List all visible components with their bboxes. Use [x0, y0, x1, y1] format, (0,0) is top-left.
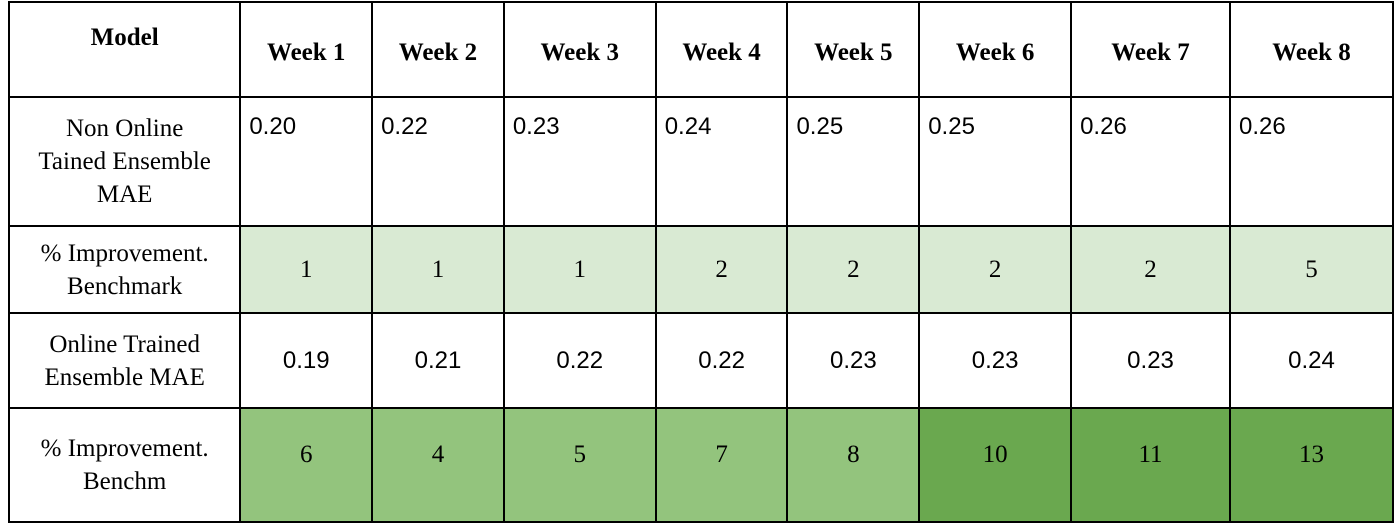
- cell-value: 0.23: [502, 96, 657, 227]
- cell-value: 0.21: [371, 312, 505, 409]
- cell-value: 0.22: [502, 312, 657, 409]
- cell-value: 0.24: [1228, 312, 1395, 409]
- cell-value: 0.23: [918, 312, 1073, 409]
- header-week-7: Week 7: [1070, 1, 1231, 98]
- cell-value: 5: [502, 407, 657, 523]
- cell-value: 6: [239, 407, 374, 523]
- cell-value: 11: [1070, 407, 1231, 523]
- cell-value: 13: [1228, 407, 1395, 523]
- row-label-line: Benchmark: [67, 272, 183, 300]
- row-improvement-benchm: % Improvement. Benchm 6 4 5 7 8 10 11 13: [7, 407, 1395, 523]
- header-week-8: Week 8: [1228, 1, 1395, 98]
- header-week-3: Week 3: [502, 1, 657, 98]
- row-label-line: % Improvement.: [40, 435, 209, 462]
- row-label: % Improvement. Benchm: [7, 407, 242, 523]
- row-label-line: Tained Ensemble: [38, 148, 211, 175]
- cell-value: 7: [654, 407, 789, 523]
- row-label-line: % Improvement.: [40, 239, 209, 267]
- header-week-4: Week 4: [654, 1, 789, 98]
- cell-value: 0.26: [1228, 96, 1395, 227]
- header-week-2: Week 2: [371, 1, 505, 98]
- cell-value: 1: [502, 225, 657, 314]
- cell-value: 1: [239, 225, 374, 314]
- row-label: % Improvement. Benchmark: [7, 225, 242, 314]
- cell-value: 0.25: [918, 96, 1073, 227]
- cell-value: 0.19: [239, 312, 374, 409]
- row-label-line: Non Online: [65, 115, 184, 142]
- header-week-6: Week 6: [918, 1, 1073, 98]
- row-online-mae: Online Trained Ensemble MAE 0.19 0.21 0.…: [7, 312, 1395, 409]
- row-label-line: MAE: [96, 181, 153, 208]
- row-label-line: Benchm: [83, 468, 167, 495]
- cell-value: 0.23: [786, 312, 921, 409]
- cell-value: 2: [786, 225, 921, 314]
- cell-value: 0.20: [239, 96, 374, 227]
- cell-value: 2: [918, 225, 1073, 314]
- header-row: Model Week 1 Week 2 Week 3 Week 4 Week 5…: [7, 1, 1395, 98]
- cell-value: 1: [371, 225, 505, 314]
- cell-value: 0.26: [1070, 96, 1231, 227]
- cell-value: 0.23: [1070, 312, 1231, 409]
- results-table: Model Week 1 Week 2 Week 3 Week 4 Week 5…: [7, 1, 1395, 523]
- cell-value: 0.22: [654, 312, 789, 409]
- row-label-line: Ensemble MAE: [44, 363, 205, 391]
- header-week-5: Week 5: [786, 1, 921, 98]
- cell-value: 10: [918, 407, 1073, 523]
- cell-value: 5: [1228, 225, 1395, 314]
- row-improvement-benchmark: % Improvement. Benchmark 1 1 1 2 2 2 2 5: [7, 225, 1395, 314]
- cell-value: 0.22: [371, 96, 505, 227]
- cell-value: 4: [371, 407, 505, 523]
- row-non-online-mae: Non Online Tained Ensemble MAE 0.20 0.22…: [7, 96, 1395, 227]
- row-label: Online Trained Ensemble MAE: [7, 312, 242, 409]
- header-week-1: Week 1: [239, 1, 374, 98]
- row-label: Non Online Tained Ensemble MAE: [7, 96, 242, 227]
- cell-value: 0.25: [786, 96, 921, 227]
- cell-value: 2: [654, 225, 789, 314]
- cell-value: 0.24: [654, 96, 789, 227]
- cell-value: 2: [1070, 225, 1231, 314]
- row-label-line: Online Trained: [49, 330, 201, 358]
- cell-value: 8: [786, 407, 921, 523]
- header-model: Model: [7, 1, 242, 98]
